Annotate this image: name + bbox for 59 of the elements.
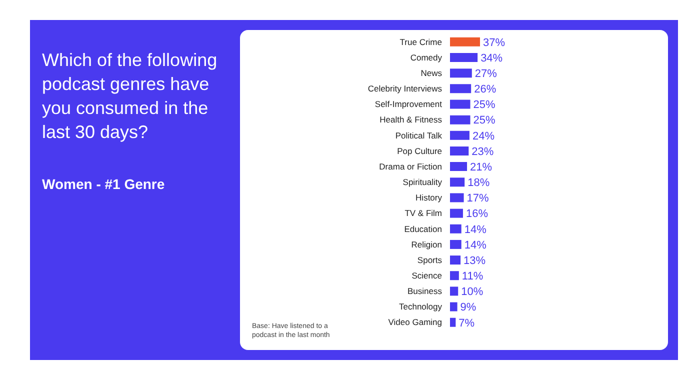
data-label: 7% [458, 317, 475, 330]
y-tick-label: News [420, 68, 442, 78]
bar [450, 256, 461, 265]
bar [450, 115, 470, 124]
y-tick-label: Comedy [410, 52, 443, 62]
bar [450, 84, 472, 94]
bar [450, 286, 458, 296]
y-tick-label: Sports [417, 254, 442, 265]
y-tick-label: Spirituality [402, 177, 443, 188]
bar [450, 130, 470, 140]
bar [450, 68, 472, 78]
bar [450, 318, 456, 327]
y-tick-label: Education [404, 224, 442, 234]
data-label: 9% [460, 302, 476, 314]
y-tick-label: Drama or Fiction [379, 161, 442, 172]
bar [450, 193, 464, 202]
data-label: 14% [464, 224, 487, 236]
bar [450, 224, 462, 234]
bar [450, 271, 459, 280]
bar [450, 208, 463, 218]
data-label: 10% [461, 286, 484, 298]
data-label: 27% [474, 68, 498, 80]
bar [450, 53, 478, 62]
y-tick-label: Political Talk [395, 130, 443, 140]
bar [450, 162, 468, 172]
text: Women - #1 Genre [42, 176, 165, 192]
bar [450, 146, 469, 156]
y-tick-label: History [416, 192, 443, 203]
data-label: 18% [468, 177, 490, 190]
data-label: 11% [462, 270, 484, 283]
data-label: 21% [470, 161, 492, 174]
data-label: 14% [464, 239, 487, 252]
y-tick-label: Video Gaming [388, 317, 442, 328]
bar [450, 302, 458, 312]
data-label: 13% [464, 254, 486, 267]
y-tick-label: Technology [398, 302, 443, 312]
data-label: 17% [466, 192, 490, 205]
data-label: 16% [466, 208, 488, 220]
y-tick-label: Self-Improvement [374, 99, 443, 110]
y-tick-label: Celebrity Interviews [368, 84, 442, 94]
y-tick-label: Health & Fitness [380, 114, 442, 125]
data-label: 34% [480, 52, 503, 64]
y-tick-label: Business [408, 286, 442, 296]
data-label: 26% [474, 84, 496, 96]
data-label: 24% [472, 130, 495, 142]
data-label: 23% [472, 146, 494, 158]
data-label: 25% [473, 99, 496, 112]
bar [450, 178, 465, 187]
y-tick-label: TV & Film [404, 208, 442, 218]
y-tick-label: True Crime [400, 36, 442, 47]
y-tick-label: Science [412, 270, 442, 280]
bar [450, 37, 480, 46]
text: Which of the following podcast genres have you consumed in the last 30 days? [42, 49, 218, 144]
bar [450, 240, 462, 249]
y-tick-label: Religion [411, 239, 442, 250]
data-label: 25% [473, 114, 496, 127]
data-label: 37% [483, 36, 506, 49]
bar [450, 100, 470, 109]
y-tick-label: Pop Culture [397, 146, 442, 156]
